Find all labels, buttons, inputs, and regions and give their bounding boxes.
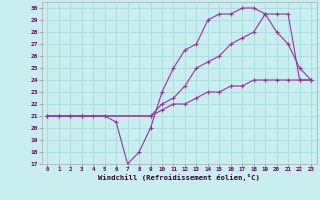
X-axis label: Windchill (Refroidissement éolien,°C): Windchill (Refroidissement éolien,°C) — [98, 174, 260, 181]
